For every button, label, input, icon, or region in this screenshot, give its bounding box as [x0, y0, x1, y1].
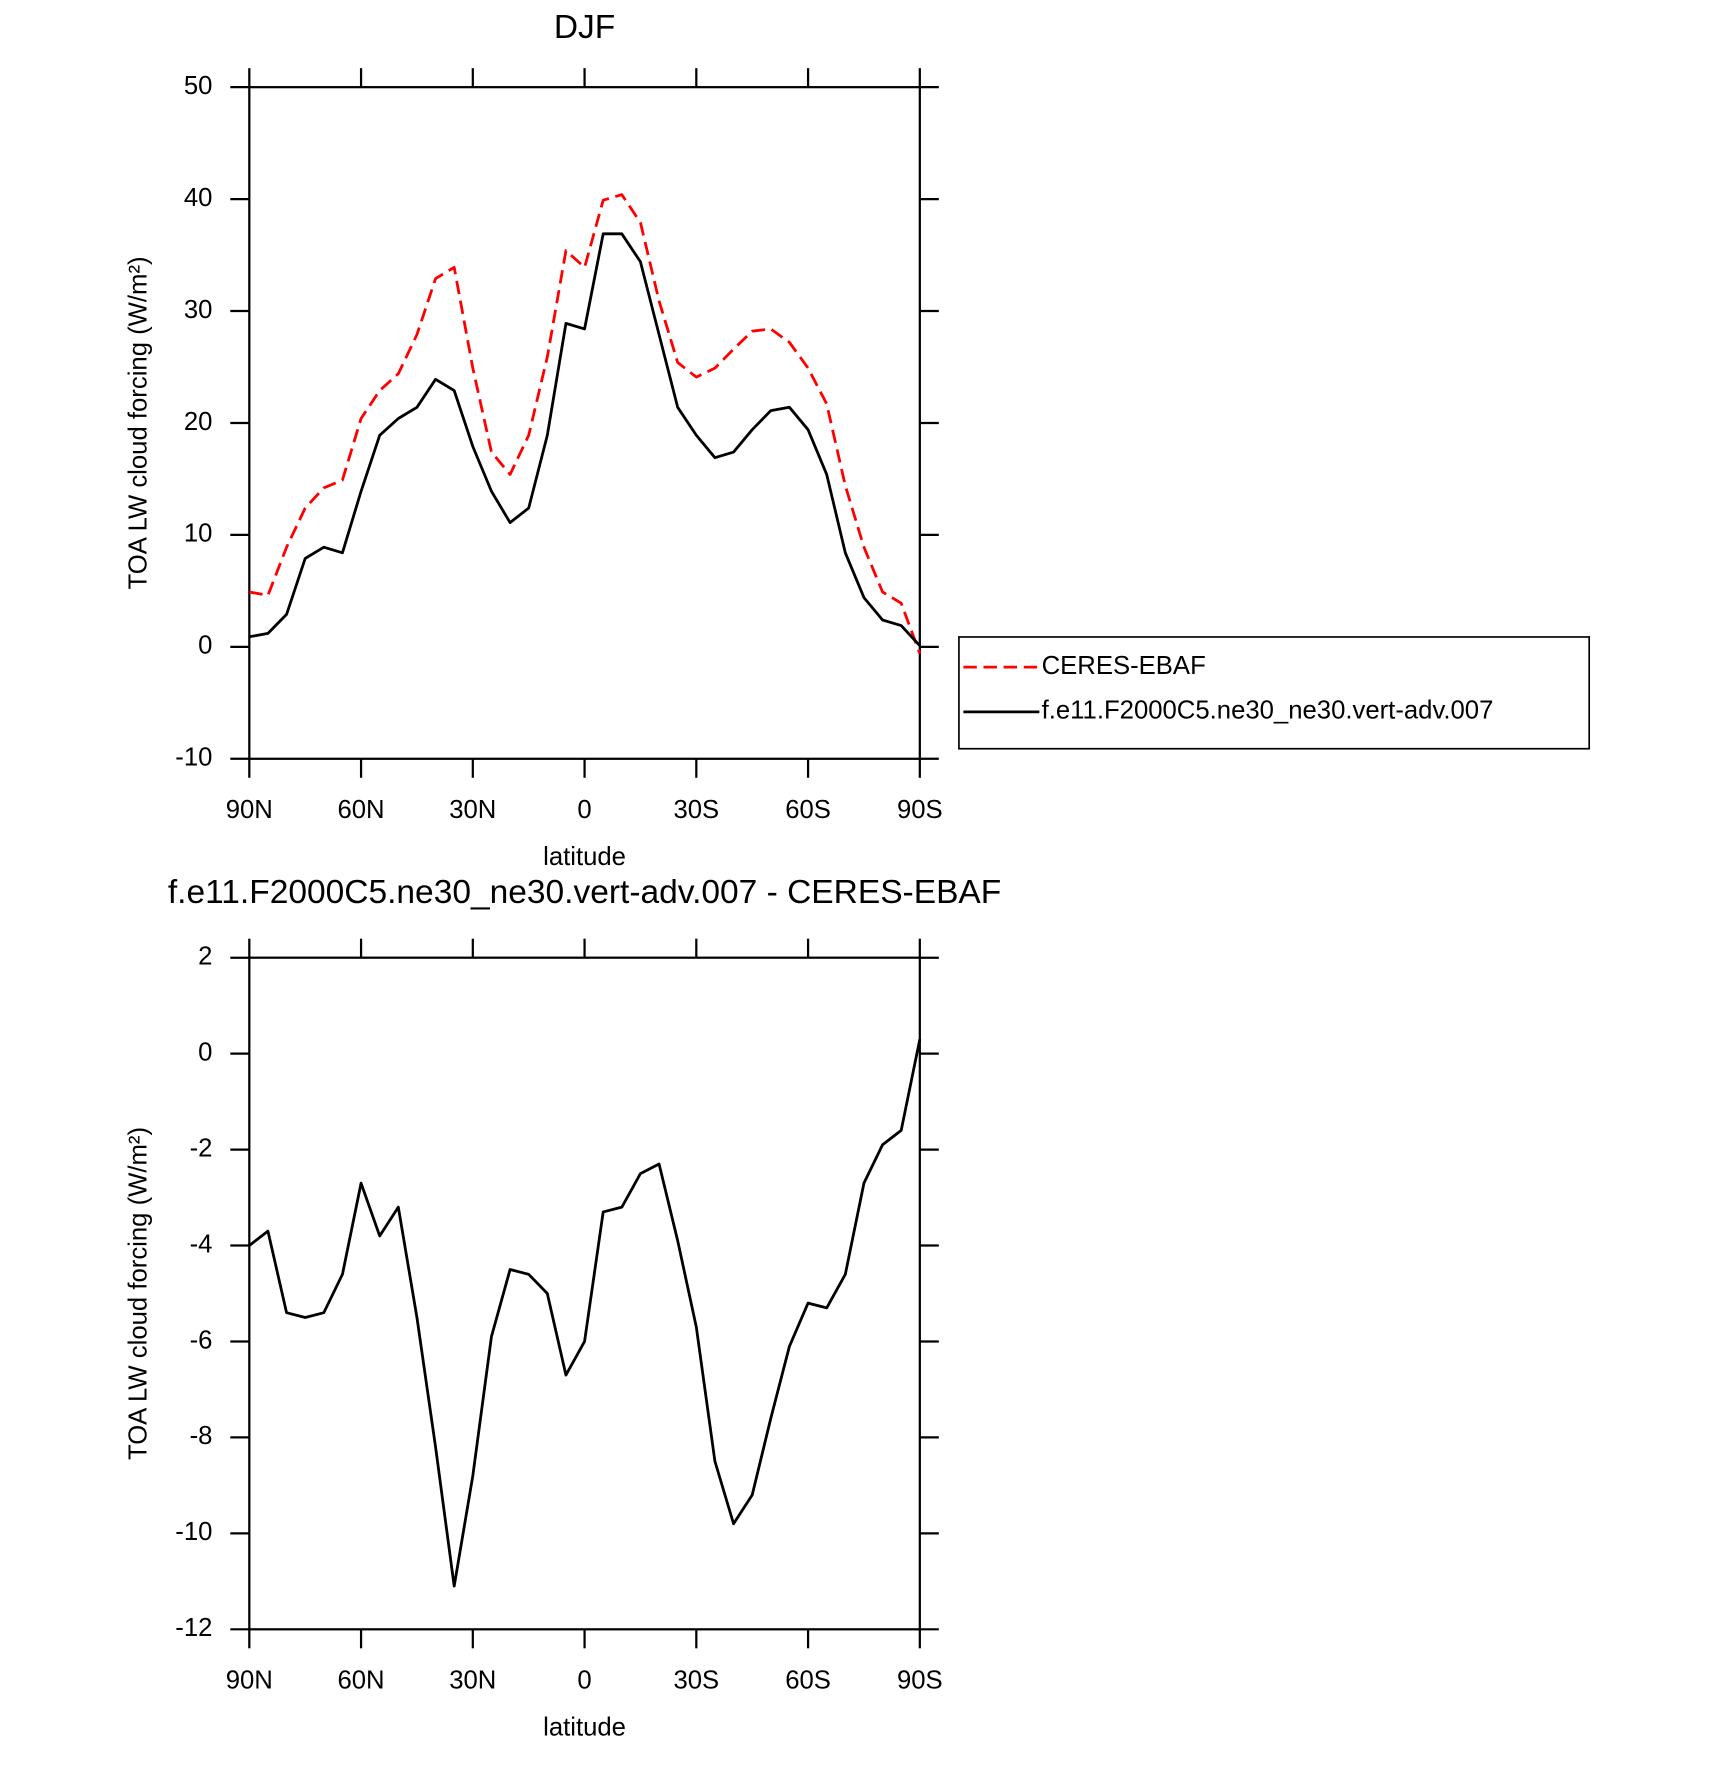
- x-axis-label: latitude: [543, 843, 626, 871]
- data-line: [248, 1038, 922, 1588]
- y-axis-label: TOA LW cloud forcing (W/m²): [125, 1127, 153, 1460]
- y-tick-label: 10: [184, 520, 213, 548]
- x-tick-label: 30S: [673, 796, 719, 824]
- y-tick-label: 40: [184, 184, 213, 212]
- y-tick-label: -10: [175, 1518, 212, 1546]
- chart-title: f.e11.F2000C5.ne30_ne30.vert-adv.007 - C…: [168, 874, 1001, 911]
- y-tick-label: 2: [198, 942, 212, 970]
- plot-frame: [248, 86, 921, 760]
- y-tick-label: -6: [190, 1326, 213, 1354]
- y-tick-label: 50: [184, 72, 213, 100]
- y-tick-label: 0: [198, 1038, 212, 1066]
- y-tick-label: -2: [190, 1134, 213, 1162]
- x-tick-label: 90S: [897, 796, 943, 824]
- x-tick-label: 60N: [338, 1667, 385, 1695]
- data-line: [249, 232, 921, 647]
- x-tick-label: 90N: [226, 796, 273, 824]
- x-tick-label: 30N: [449, 796, 496, 824]
- plot-frame: [248, 956, 921, 1631]
- y-tick-label: 30: [184, 296, 213, 324]
- x-tick-label: 60S: [785, 796, 831, 824]
- x-tick-label: 0: [577, 1667, 591, 1695]
- x-tick-label: 60S: [785, 1667, 831, 1695]
- legend-label: f.e11.F2000C5.ne30_ne30.vert-adv.007: [1042, 697, 1494, 725]
- y-tick-label: -4: [190, 1230, 213, 1258]
- y-tick-label: -8: [190, 1422, 213, 1450]
- legend-box: [958, 636, 1591, 750]
- y-tick-label: 0: [198, 632, 212, 660]
- y-axis-label: TOA LW cloud forcing (W/m²): [125, 256, 153, 589]
- x-tick-label: 30S: [673, 1667, 719, 1695]
- x-tick-label: 60N: [338, 796, 385, 824]
- x-axis-label: latitude: [543, 1714, 626, 1742]
- x-tick-label: 90N: [226, 1667, 273, 1695]
- y-tick-label: -12: [175, 1614, 212, 1642]
- x-tick-label: 0: [577, 796, 591, 824]
- data-line: [249, 193, 922, 655]
- legend-label: CERES-EBAF: [1042, 652, 1206, 680]
- x-tick-label: 90S: [897, 1667, 943, 1695]
- x-tick-label: 30N: [449, 1667, 496, 1695]
- chart-title: DJF: [554, 9, 615, 46]
- y-tick-label: -10: [175, 744, 212, 772]
- y-tick-label: 20: [184, 408, 213, 436]
